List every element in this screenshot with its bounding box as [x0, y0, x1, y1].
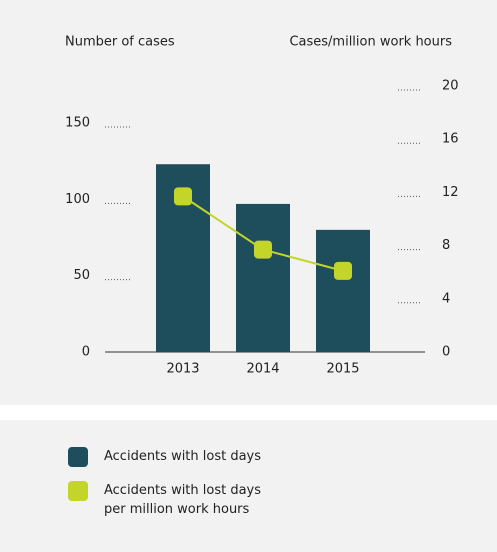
legend-label: Accidents with lost days — [104, 449, 262, 464]
y2-tick-label: 20 — [442, 79, 459, 94]
legend-label: Accidents with lost days per million wor… — [104, 483, 262, 517]
marker — [174, 187, 192, 206]
y2-tick-label: 8 — [442, 238, 450, 253]
chart: Number of cases Cases/million work hours… — [0, 0, 497, 405]
legend-swatch — [68, 481, 88, 501]
y2-tick-label: 16 — [442, 132, 459, 147]
y2-axis-label: Cases/million work hours — [289, 35, 452, 50]
x-tick-label: 2013 — [166, 362, 199, 377]
y-axis-label: Number of cases — [65, 35, 175, 50]
bar — [236, 203, 290, 352]
marker — [334, 261, 352, 280]
y2-tick-label: 4 — [442, 291, 450, 306]
y-tick-label: 50 — [73, 268, 90, 283]
x-tick-label: 2014 — [246, 362, 279, 377]
marker — [254, 240, 272, 259]
y2-tick-label: 0 — [442, 345, 450, 360]
x-tick-label: 2015 — [326, 362, 359, 377]
legend: Accidents with lost days Accidents with l… — [0, 420, 497, 552]
legend-swatch — [68, 447, 88, 467]
y2-tick-label: 12 — [442, 185, 459, 200]
y-tick-label: 100 — [65, 192, 90, 207]
bar — [316, 229, 370, 352]
legend-item: Accidents with lost days per million wor… — [68, 481, 264, 519]
legend-item: Accidents with lost days — [68, 447, 264, 467]
y-tick-label: 0 — [82, 345, 90, 360]
y-tick-label: 150 — [65, 116, 90, 131]
